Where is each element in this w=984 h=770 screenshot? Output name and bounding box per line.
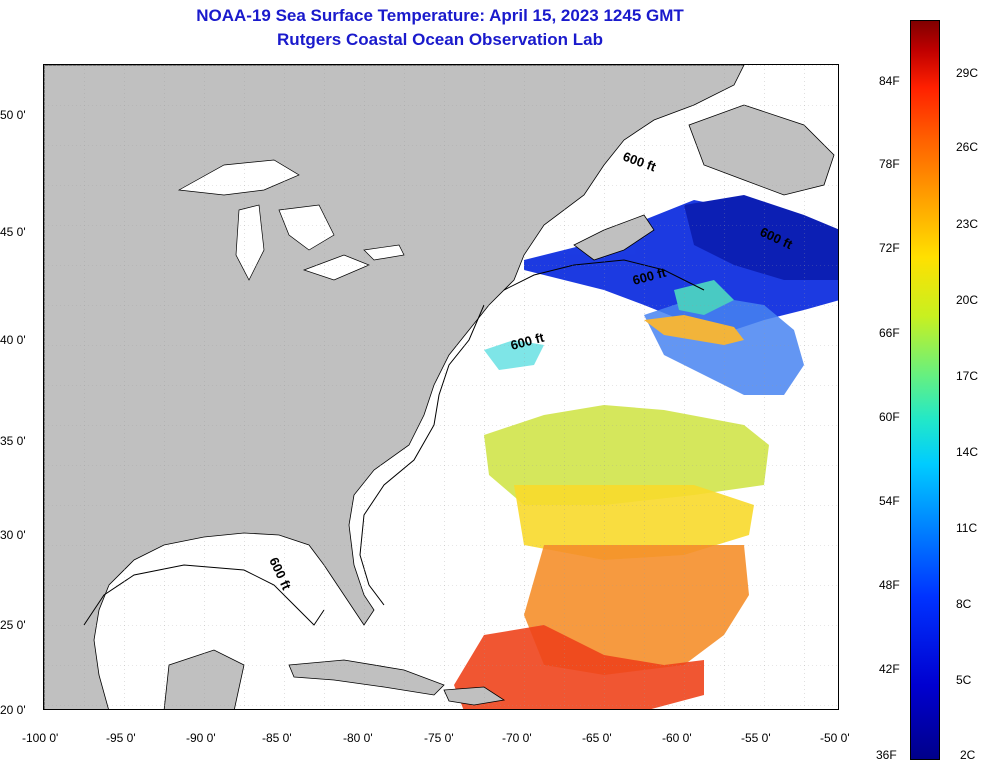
lon-tick-label: -65 0' xyxy=(582,731,612,745)
temperature-colorbar xyxy=(910,20,940,760)
colorbar-f-label: 72F xyxy=(879,241,900,255)
colorbar-f-label: 66F xyxy=(879,326,900,340)
colorbar-f-label: 42F xyxy=(879,662,900,676)
lon-tick-label: -70 0' xyxy=(502,731,532,745)
colorbar-f-label: 54F xyxy=(879,494,900,508)
colorbar-f-label: 78F xyxy=(879,157,900,171)
colorbar-f-label: 60F xyxy=(879,410,900,424)
lat-tick-label: 50 0' xyxy=(0,108,26,122)
lon-tick-label: -75 0' xyxy=(424,731,454,745)
lat-tick-label: 35 0' xyxy=(0,434,26,448)
lon-tick-label: -95 0' xyxy=(106,731,136,745)
colorbar-c-label: 26C xyxy=(956,140,979,154)
sst-map: 600 ft 600 ft 600 ft 600 ft 600 ft xyxy=(43,64,839,710)
colorbar-f-label: 84F xyxy=(879,74,900,88)
colorbar-c-label: 11C xyxy=(956,521,978,535)
colorbar-f-label: 48F xyxy=(879,578,900,592)
lon-tick-label: -85 0' xyxy=(262,731,292,745)
lat-tick-label: 25 0' xyxy=(0,618,26,632)
lon-tick-label: -50 0' xyxy=(820,731,850,745)
colorbar-c-label: 14C xyxy=(956,445,979,459)
colorbar-c-label: 2C xyxy=(960,748,976,762)
lon-tick-label: -60 0' xyxy=(662,731,692,745)
lat-tick-label: 45 0' xyxy=(0,225,26,239)
sst-map-graphic: 600 ft 600 ft 600 ft 600 ft 600 ft xyxy=(44,65,838,709)
lat-tick-label: 30 0' xyxy=(0,528,26,542)
map-title: NOAA-19 Sea Surface Temperature: April 1… xyxy=(196,6,684,25)
lon-tick-label: -90 0' xyxy=(186,731,216,745)
colorbar-c-label: 20C xyxy=(956,293,979,307)
lat-tick-label: 20 0' xyxy=(0,703,26,717)
colorbar-c-label: 5C xyxy=(956,673,972,687)
colorbar-c-label: 17C xyxy=(956,369,979,383)
colorbar-c-label: 23C xyxy=(956,217,979,231)
map-subtitle: Rutgers Coastal Ocean Observation Lab xyxy=(277,30,603,49)
lon-tick-label: -100 0' xyxy=(22,731,59,745)
colorbar-f-label: 36F xyxy=(876,748,897,762)
lon-tick-label: -55 0' xyxy=(741,731,771,745)
lat-tick-label: 40 0' xyxy=(0,333,26,347)
lon-tick-label: -80 0' xyxy=(343,731,373,745)
colorbar-c-label: 29C xyxy=(956,66,979,80)
colorbar-c-label: 8C xyxy=(956,597,972,611)
